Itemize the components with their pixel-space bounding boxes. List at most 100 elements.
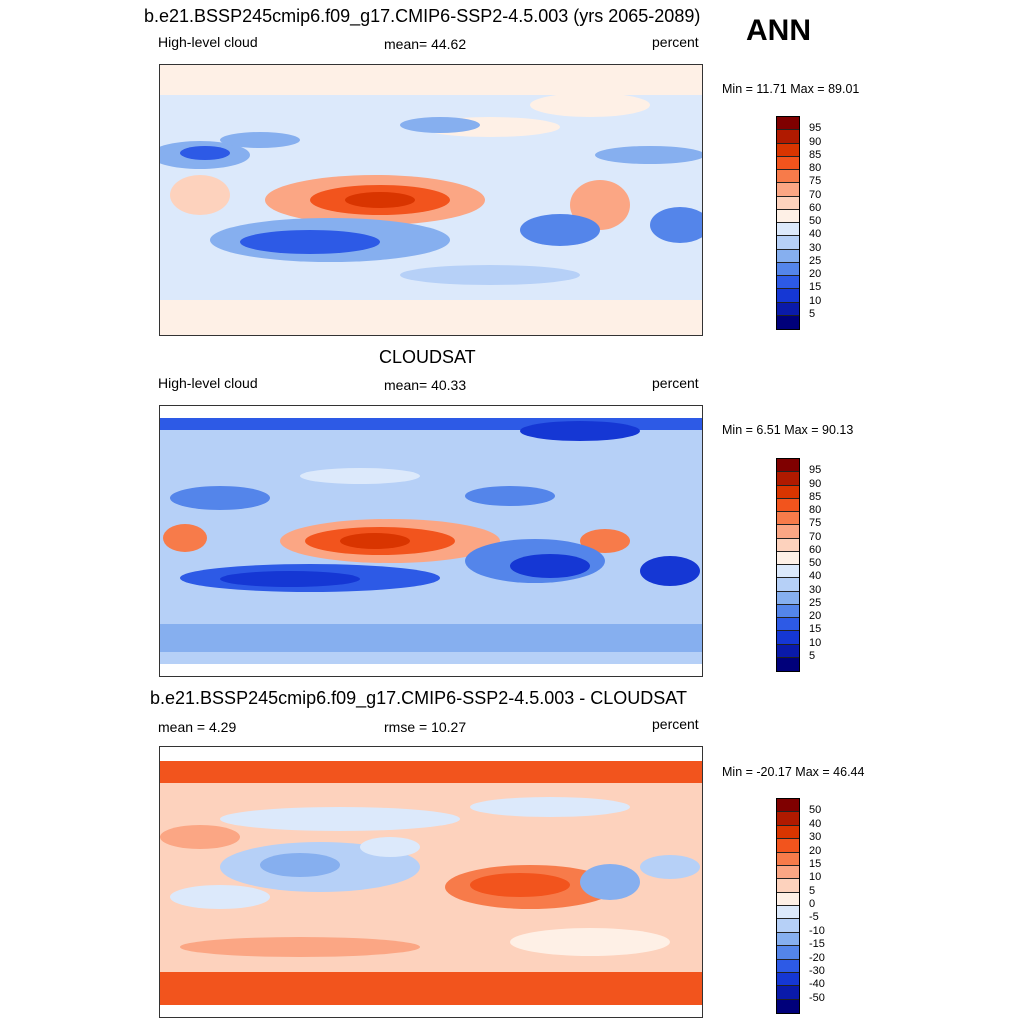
colorbar-swatch (777, 618, 799, 632)
panel-1-variable-label: High-level cloud (158, 34, 258, 50)
colorbar-swatch (777, 932, 799, 947)
colorbar-swatch (777, 196, 799, 210)
colorbar-swatch (777, 209, 799, 223)
colorbar-swatch (777, 879, 799, 893)
panel-1-units-label: percent (652, 34, 699, 50)
colorbar-tick-label: 25 (809, 596, 822, 609)
colorbar-swatch (777, 959, 799, 973)
panel-3-rmse-label: rmse = 10.27 (384, 719, 467, 735)
panel-2-minmax: Min = 6.51 Max = 90.13 (722, 423, 854, 437)
panel-2-map (159, 405, 703, 677)
colorbar-swatch (777, 498, 799, 512)
panel-1-title: b.e21.BSSP245cmip6.f09_g17.CMIP6-SSP2-4.… (144, 6, 701, 26)
colorbar-tick-label: 60 (809, 201, 822, 214)
colorbar-tick-label: 40 (809, 570, 822, 583)
colorbar-swatch (777, 538, 799, 552)
colorbar-swatch (777, 799, 799, 813)
panel-2-title: CLOUDSAT (379, 347, 476, 367)
panel-2-variable-label: High-level cloud (158, 375, 258, 391)
colorbar-tick-label: 90 (809, 135, 822, 148)
colorbar-tick-label: 5 (809, 649, 816, 662)
colorbar-swatch (777, 117, 799, 131)
colorbar-swatch (777, 289, 799, 303)
panel-3-mean-label: mean = 4.29 (158, 719, 237, 735)
colorbar-tick-label: 30 (809, 583, 822, 596)
colorbar-tick-label: -50 (809, 991, 825, 1004)
colorbar-swatch (777, 919, 799, 933)
panel-1-colorbar (776, 116, 800, 330)
colorbar-swatch (777, 170, 799, 184)
colorbar-tick-label: 30 (809, 831, 822, 844)
colorbar-tick-label: -5 (809, 911, 819, 924)
colorbar-tick-label: 40 (809, 228, 822, 241)
colorbar-tick-label: 80 (809, 504, 822, 516)
colorbar-tick-label: 20 (809, 844, 822, 857)
colorbar-swatch (777, 812, 799, 826)
panel-3-minmax: Min = -20.17 Max = 46.44 (722, 765, 865, 779)
colorbar-tick-label: 15 (809, 281, 822, 294)
season-label: ANN (746, 14, 811, 47)
colorbar-tick-label: -15 (809, 938, 825, 951)
panel-3-title: b.e21.BSSP245cmip6.f09_g17.CMIP6-SSP2-4.… (150, 688, 687, 708)
panel-1-mean-label: mean= 44.62 (384, 36, 467, 52)
panel-3-units-label: percent (652, 716, 699, 732)
colorbar-tick-label: 95 (809, 122, 822, 135)
colorbar-swatch (777, 130, 799, 144)
colorbar-swatch (777, 262, 799, 276)
colorbar-tick-label: -40 (809, 978, 825, 991)
panel-3-colorbar (776, 798, 800, 1014)
colorbar-tick-label: 95 (809, 464, 822, 477)
colorbar-tick-label: 20 (809, 610, 822, 622)
colorbar-swatch (777, 156, 799, 170)
colorbar-tick-label: 90 (809, 477, 822, 490)
colorbar-swatch (777, 865, 799, 880)
colorbar-tick-label: 10 (809, 636, 822, 649)
panel-2-colorbar (776, 458, 800, 672)
colorbar-swatch (777, 999, 799, 1013)
colorbar-swatch (777, 839, 799, 853)
colorbar-swatch (777, 631, 799, 645)
colorbar-tick-label: -20 (809, 951, 825, 964)
colorbar-tick-label: 50 (809, 804, 822, 817)
colorbar-swatch (777, 644, 799, 658)
colorbar-swatch (777, 236, 799, 250)
colorbar-tick-label: 75 (809, 175, 822, 188)
colorbar-swatch (777, 223, 799, 237)
colorbar-tick-label: -30 (809, 964, 825, 977)
colorbar-swatch (777, 604, 799, 618)
colorbar-swatch (777, 459, 799, 473)
colorbar-swatch (777, 972, 799, 987)
colorbar-tick-label: 75 (809, 517, 822, 530)
colorbar-swatch (777, 485, 799, 499)
colorbar-swatch (777, 565, 799, 579)
colorbar-tick-label: 40 (809, 817, 822, 830)
panel-1-map (159, 64, 703, 336)
colorbar-swatch (777, 892, 799, 906)
colorbar-tick-label: 30 (809, 241, 822, 254)
colorbar-tick-label: 60 (809, 543, 822, 556)
colorbar-tick-label: 5 (809, 884, 816, 897)
colorbar-tick-label: 85 (809, 490, 822, 503)
colorbar-tick-label: 0 (809, 898, 816, 910)
colorbar-tick-label: 10 (809, 871, 822, 884)
colorbar-tick-label: 50 (809, 557, 822, 569)
colorbar-tick-label: 15 (809, 857, 822, 870)
colorbar-swatch (777, 946, 799, 960)
colorbar-tick-label: 50 (809, 215, 822, 227)
panel-3-map (159, 746, 703, 1018)
colorbar-swatch (777, 525, 799, 539)
colorbar-tick-label: 5 (809, 307, 816, 320)
colorbar-tick-label: 25 (809, 254, 822, 267)
colorbar-tick-label: 10 (809, 294, 822, 307)
panel-1-minmax: Min = 11.71 Max = 89.01 (722, 82, 860, 96)
colorbar-swatch (777, 512, 799, 526)
colorbar-swatch (777, 276, 799, 290)
colorbar-swatch (777, 551, 799, 565)
colorbar-swatch (777, 302, 799, 316)
colorbar-swatch (777, 578, 799, 592)
panel-2-units-label: percent (652, 375, 699, 391)
colorbar-swatch (777, 657, 799, 671)
panel-2-mean-label: mean= 40.33 (384, 377, 467, 393)
colorbar-swatch (777, 143, 799, 157)
colorbar-tick-label: 70 (809, 188, 822, 201)
